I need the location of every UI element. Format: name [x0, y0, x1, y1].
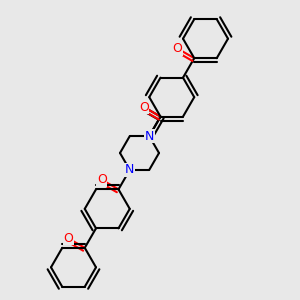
Text: N: N [145, 130, 154, 142]
Text: O: O [97, 173, 107, 186]
Text: O: O [63, 232, 73, 245]
Text: O: O [173, 42, 183, 55]
Text: N: N [125, 164, 134, 176]
Text: O: O [139, 100, 149, 114]
